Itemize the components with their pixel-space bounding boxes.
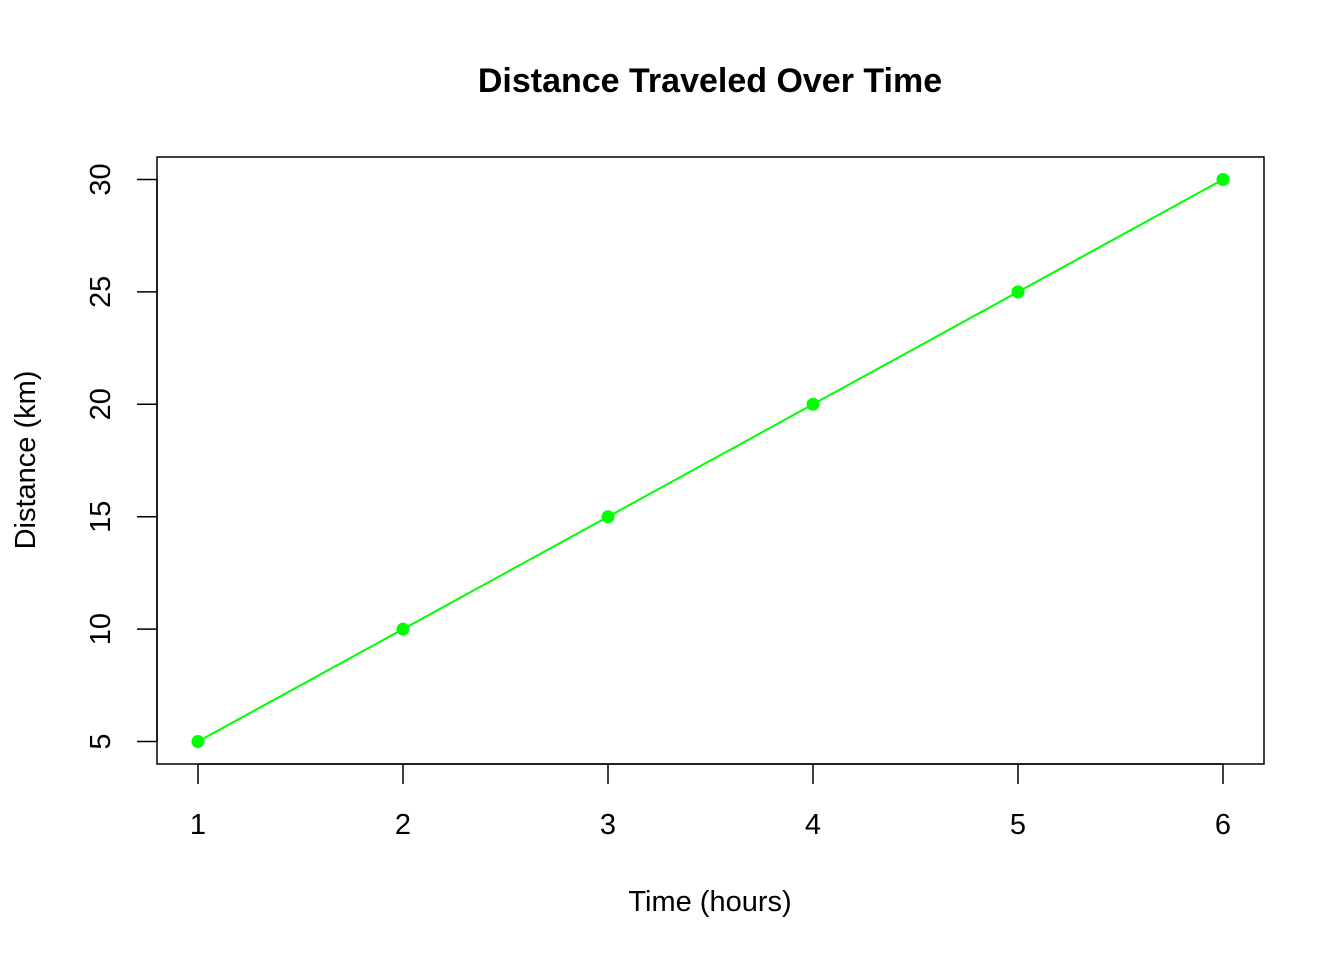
- series-line: [197, 178, 1224, 743]
- x-tick-label: 3: [600, 809, 616, 841]
- x-tick-label: 2: [395, 809, 411, 841]
- data-point: [396, 622, 410, 636]
- y-tick-label: 30: [85, 163, 117, 195]
- x-tick-label: 6: [1215, 809, 1231, 841]
- data-point: [1216, 172, 1230, 186]
- data-point: [191, 735, 205, 749]
- chart-title: Distance Traveled Over Time: [478, 62, 942, 100]
- x-tick-label: 1: [190, 809, 206, 841]
- data-point: [1011, 285, 1025, 299]
- y-axis-label: Distance (km): [10, 371, 42, 550]
- y-tick-label: 15: [85, 501, 117, 533]
- x-axis-label: Time (hours): [628, 886, 791, 918]
- series-layer: [191, 172, 1230, 749]
- x-axis: 1 2 3 4 5 6: [190, 763, 1231, 841]
- y-tick-label: 10: [85, 613, 117, 645]
- y-tick-label: 20: [85, 388, 117, 420]
- y-tick-label: 25: [85, 276, 117, 308]
- y-axis: 5 10 15 20 25 30: [85, 163, 158, 750]
- y-tick-label: 5: [85, 733, 117, 749]
- x-tick-label: 4: [805, 809, 821, 841]
- data-point: [806, 397, 820, 411]
- x-tick-label: 5: [1010, 809, 1026, 841]
- data-point: [601, 510, 615, 524]
